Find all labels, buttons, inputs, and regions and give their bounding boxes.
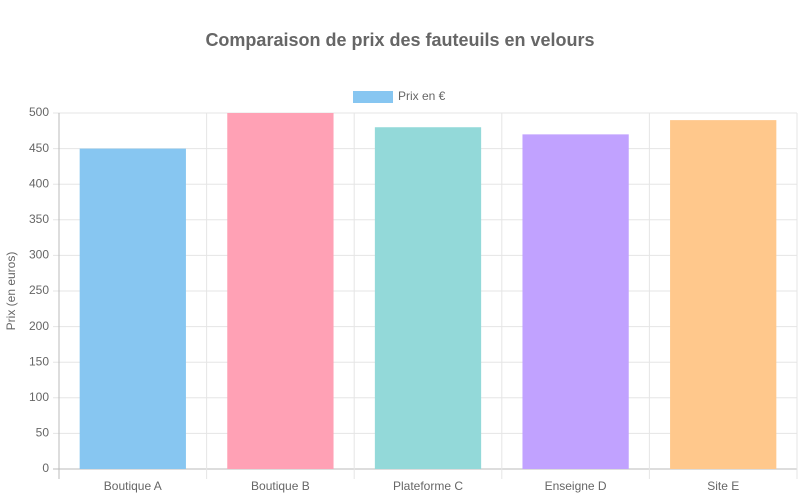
x-tick-label: Plateforme C [393,479,463,493]
bar [227,113,334,469]
x-tick-label: Enseigne D [545,479,607,493]
y-tick-label: 400 [29,176,49,190]
bar [374,127,482,470]
bar [79,148,186,469]
y-tick-label: 0 [42,461,49,475]
y-tick-label: 250 [29,283,49,297]
y-tick-label: 350 [29,212,49,226]
y-tick-label: 150 [29,354,49,368]
y-tick-label: 450 [29,141,49,155]
y-tick-label: 500 [29,105,49,119]
legend-swatch [353,91,393,103]
x-tick-label: Boutique B [251,479,310,493]
y-tick-label: 200 [29,319,49,333]
y-tick-label: 100 [29,390,49,404]
bar [522,134,629,470]
x-tick-label: Boutique A [104,479,162,493]
chart-title: Comparaison de prix des fauteuils en vel… [205,30,594,50]
x-tick-label: Site E [707,479,739,493]
y-tick-label: 50 [36,426,50,440]
y-axis-label: Prix (en euros) [4,252,18,331]
bar [670,120,777,470]
legend-label: Prix en € [398,89,446,103]
y-tick-label: 300 [29,248,49,262]
